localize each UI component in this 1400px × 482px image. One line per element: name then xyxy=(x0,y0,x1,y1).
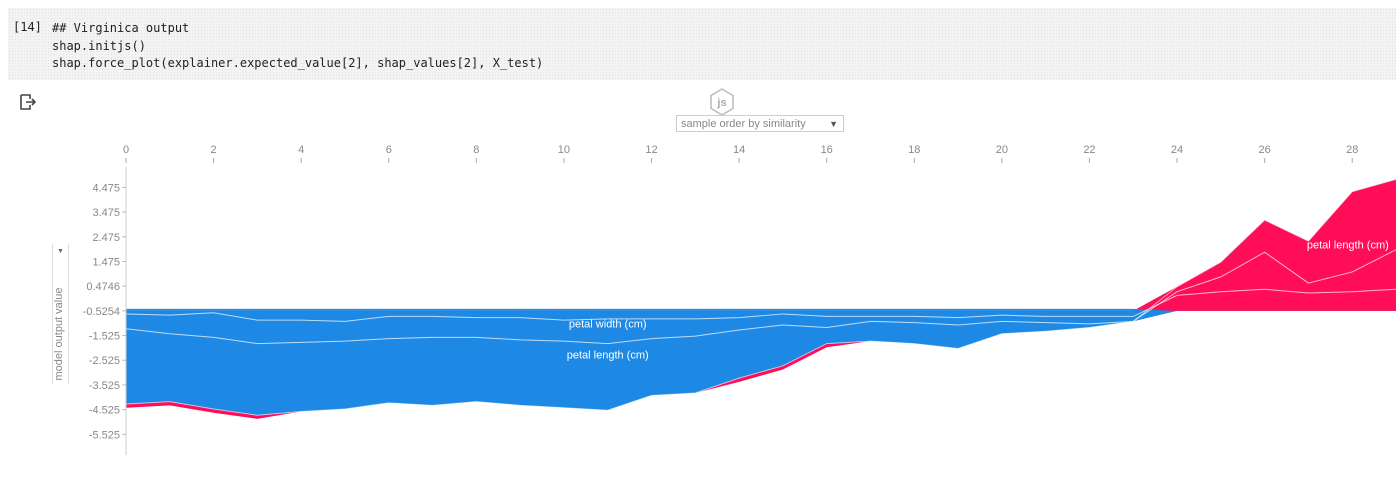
y-tick-label: 1.475 xyxy=(92,256,120,268)
y-tick-label: 0.4746 xyxy=(86,281,120,293)
code-line: shap.force_plot(explainer.expected_value… xyxy=(52,56,544,70)
output-redirect-icon[interactable] xyxy=(19,94,37,110)
y-tick-label: -1.525 xyxy=(89,331,120,343)
x-tick-label: 14 xyxy=(733,144,745,156)
sample-order-value: sample order by similarity xyxy=(681,118,806,130)
x-tick-label: 6 xyxy=(386,144,392,156)
positive-contribution-area xyxy=(126,179,1396,311)
x-tick-label: 16 xyxy=(821,144,833,156)
x-tick-label: 24 xyxy=(1171,144,1183,156)
minor-features-band xyxy=(126,308,1396,311)
y-tick-label: 2.475 xyxy=(92,232,120,244)
x-tick-label: 0 xyxy=(123,144,129,156)
x-tick-label: 22 xyxy=(1083,144,1095,156)
execution-count: [14] xyxy=(13,20,42,34)
output-edge-line xyxy=(125,178,1397,416)
y-tick-label: -3.525 xyxy=(89,380,120,392)
x-tick-label: 20 xyxy=(996,144,1008,156)
x-tick-label: 2 xyxy=(211,144,217,156)
js-badge-text: js xyxy=(716,97,726,109)
code-cell[interactable] xyxy=(8,8,1396,80)
x-tick-label: 28 xyxy=(1346,144,1358,156)
y-tick-label: -4.525 xyxy=(89,405,120,417)
x-tick-label: 10 xyxy=(558,144,570,156)
code-line: shap.initjs() xyxy=(52,38,146,53)
y-tick-label: -5.525 xyxy=(89,429,120,441)
dropdown-arrow-icon: ▼ xyxy=(57,248,64,255)
ylabel-select[interactable]: ▼ xyxy=(52,244,69,384)
feature-boundary-line xyxy=(125,288,1397,322)
sample-order-select[interactable]: sample order by similarity ▼ xyxy=(676,115,844,132)
x-tick-label: 26 xyxy=(1258,144,1270,156)
y-tick-label: 3.475 xyxy=(92,207,120,219)
negative-contribution-area xyxy=(126,179,1396,416)
y-tick-label: -2.525 xyxy=(89,355,120,367)
x-tick-label: 12 xyxy=(645,144,657,156)
x-tick-label: 8 xyxy=(473,144,479,156)
feature-label: petal length (cm) xyxy=(567,349,649,361)
feature-boundary-line xyxy=(125,249,1397,345)
feature-label: petal length (cm) xyxy=(1307,239,1389,251)
dropdown-arrow-icon: ▼ xyxy=(829,119,838,129)
code-line: ## Virginica output xyxy=(52,21,190,35)
x-tick-label: 4 xyxy=(298,144,304,156)
y-tick-label: 4.475 xyxy=(92,182,120,194)
y-tick-label: -0.5254 xyxy=(83,306,120,318)
code-editor[interactable]: ## Virginica output shap.initjs() shap.for… xyxy=(52,20,543,73)
x-tick-label: 18 xyxy=(908,144,920,156)
feature-label: petal width (cm) xyxy=(569,319,647,331)
